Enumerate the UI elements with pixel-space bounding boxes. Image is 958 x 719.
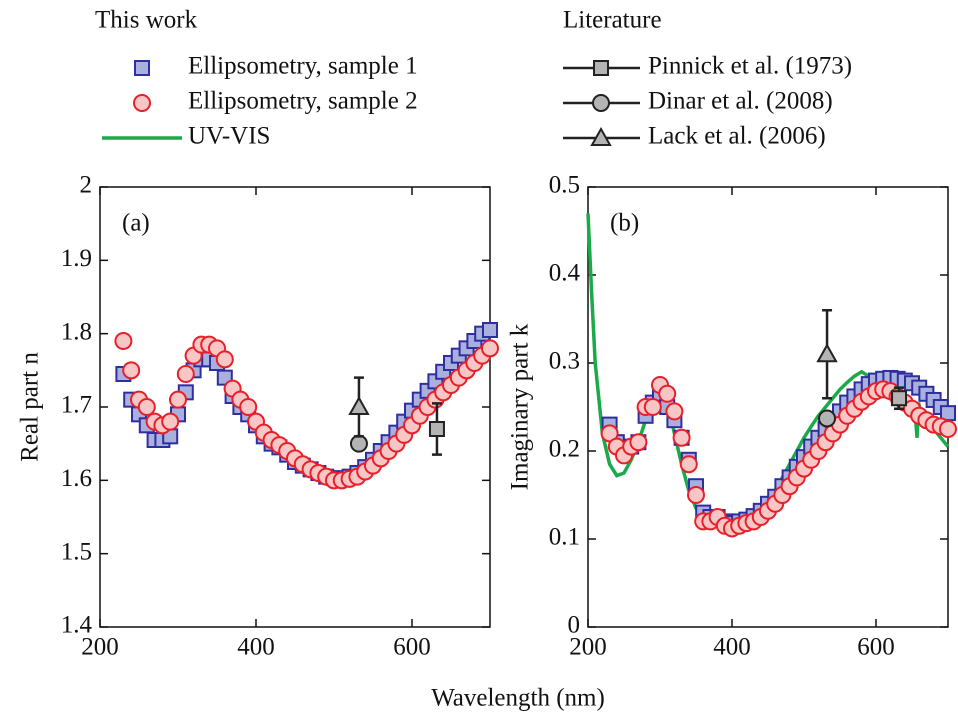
legend-group-title: Literature (563, 7, 662, 34)
y-tick-label: 0.4 (549, 260, 581, 287)
y-tick-label: 1.5 (61, 538, 92, 565)
x-tick-label: 600 (857, 634, 895, 661)
legend-label: Dinar et al. (2008) (648, 88, 833, 115)
square-marker (134, 60, 150, 76)
triangle-marker (816, 343, 838, 363)
square-marker (593, 60, 609, 76)
circle-marker (481, 339, 499, 358)
x-tick-label: 200 (569, 634, 607, 661)
y-tick-label: 0 (568, 612, 581, 639)
y-axis-label: Real part n (17, 352, 44, 462)
legend-label: UV-VIS (188, 123, 270, 150)
x-tick-label: 200 (81, 634, 119, 661)
circle-marker (215, 350, 234, 369)
x-tick-label: 400 (237, 634, 275, 661)
circle-marker (349, 434, 368, 453)
legend-label: Ellipsometry, sample 2 (188, 88, 418, 115)
circle-marker (137, 398, 156, 416)
y-tick-label: 1.7 (61, 392, 92, 419)
legend-group-title: This work (95, 7, 198, 34)
y-tick-label: 2 (80, 172, 93, 199)
x-axis-label: Wavelength (nm) (431, 685, 605, 712)
y-tick-label: 1.6 (61, 465, 92, 492)
circle-marker (176, 365, 195, 383)
circle-marker (672, 428, 691, 447)
y-tick-label: 0.3 (549, 348, 580, 375)
panel-label: (a) (122, 210, 150, 237)
circle-marker (939, 420, 957, 438)
y-tick-label: 0.1 (549, 524, 580, 551)
circle-marker (687, 486, 705, 504)
legend-label: Pinnick et al. (1973) (648, 53, 852, 80)
y-tick-label: 1.4 (61, 612, 93, 639)
circle-marker (818, 409, 837, 428)
square-marker (428, 421, 445, 437)
panel-label: (b) (610, 210, 639, 237)
circle-marker (122, 361, 141, 380)
triangle-marker (590, 126, 612, 146)
circle-marker (679, 455, 698, 474)
y-tick-label: 1.8 (61, 318, 92, 345)
legend-label: Ellipsometry, sample 1 (188, 53, 418, 80)
circle-marker (592, 94, 610, 112)
y-tick-label: 0.5 (549, 172, 580, 199)
circle-marker (169, 390, 187, 409)
circle-marker (133, 94, 151, 112)
square-marker (891, 390, 908, 407)
circle-marker (114, 332, 133, 350)
x-tick-label: 600 (393, 634, 431, 661)
circle-marker (629, 433, 648, 452)
square-marker (482, 322, 498, 338)
x-tick-label: 400 (713, 634, 751, 661)
legend-label: Lack et al. (2006) (648, 123, 826, 150)
triangle-marker (348, 395, 370, 415)
circle-marker (665, 402, 684, 421)
circle-marker (239, 398, 258, 416)
circle-marker (658, 384, 677, 403)
circle-marker (643, 398, 662, 416)
circle-marker (161, 412, 180, 431)
y-axis-label: Imaginary part k (507, 323, 534, 490)
y-tick-label: 0.2 (549, 436, 580, 463)
y-tick-label: 1.9 (61, 245, 92, 272)
